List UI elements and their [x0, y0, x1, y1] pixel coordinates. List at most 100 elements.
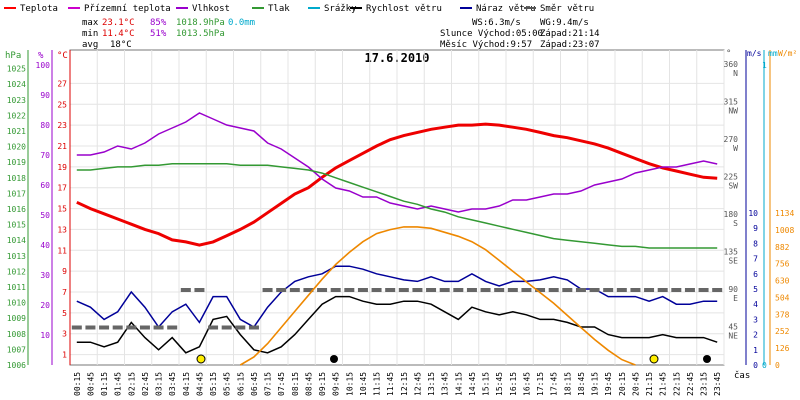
legend-label: Vlhkost [192, 4, 230, 14]
pct-tick: 70 [40, 151, 50, 160]
time-tick: 20:15 [618, 372, 627, 396]
time-tick: 03:15 [155, 372, 164, 396]
wind-direction-mark [167, 325, 178, 330]
wind-direction-mark [603, 288, 614, 292]
hpa-unit: hPa [5, 51, 21, 61]
ms-tick: 5 [753, 285, 758, 294]
time-tick: 19:15 [591, 372, 600, 396]
stat-max_label: max [82, 18, 99, 28]
ms-tick: 10 [748, 209, 758, 218]
wind-direction-mark [480, 288, 491, 292]
temp-tick: 5 [62, 309, 67, 318]
wind-direction-mark [330, 288, 341, 292]
dir-tick-deg: 225 [724, 173, 739, 182]
wind-direction-mark [630, 288, 641, 292]
dir-tick-deg: 360 [724, 60, 739, 69]
legend-label: Náraz větru [476, 4, 536, 14]
wind-direction-mark [139, 325, 150, 330]
time-tick: 18:15 [563, 372, 572, 396]
wind-direction-mark [248, 325, 259, 330]
time-tick: 15:45 [495, 372, 504, 396]
dir-tick-name: NE [728, 332, 738, 341]
ms-tick: 7 [753, 255, 758, 264]
hpa-tick: 1019 [7, 158, 26, 167]
series-line-3 [76, 295, 718, 354]
stat-sun_set: Západ:21:14 [540, 29, 600, 39]
time-tick: 17:45 [550, 372, 559, 396]
wm2-tick: 0 [775, 361, 780, 370]
dir-tick-name: E [733, 294, 738, 303]
wind-direction-mark [575, 288, 586, 292]
pct-tick: 90 [40, 91, 50, 100]
hpa-tick: 1012 [7, 267, 26, 276]
wind-direction-mark [589, 288, 600, 292]
stat-ws: WS:6.3m/s [472, 18, 521, 28]
pct-tick: 50 [40, 211, 50, 220]
wind-direction-mark [85, 325, 96, 330]
time-tick: 08:15 [291, 372, 300, 396]
time-tick: 02:45 [141, 372, 150, 396]
time-tick: 06:45 [250, 372, 259, 396]
time-tick: 16:45 [522, 372, 531, 396]
wm2-tick: 1008 [775, 226, 794, 235]
pct-tick: 30 [40, 271, 50, 280]
hpa-tick: 1015 [7, 221, 26, 230]
series-line-2 [76, 163, 718, 249]
wind-direction-mark [671, 288, 682, 292]
hpa-tick: 1024 [7, 80, 26, 89]
wm2-tick: 126 [775, 344, 790, 353]
hpa-tick: 1020 [7, 143, 26, 152]
wind-direction-mark [357, 288, 368, 292]
wind-direction-mark [548, 288, 559, 292]
ms-tick: 2 [753, 331, 758, 340]
legend-label: Přízemní teplota [84, 4, 171, 14]
time-tick: 04:45 [195, 372, 204, 396]
dir-tick-deg: 45 [728, 323, 738, 332]
temp-tick: 7 [62, 288, 67, 297]
temp-tick: 3 [62, 330, 67, 339]
time-tick: 20:45 [631, 372, 640, 396]
time-tick: 11:15 [373, 372, 382, 396]
pct-tick: 60 [40, 181, 50, 190]
ms-tick: 3 [753, 315, 758, 324]
wind-direction-mark [535, 288, 546, 292]
mm-unit: mm [768, 49, 778, 58]
series-line-1 [76, 112, 718, 213]
stat-max_hum: 85% [150, 18, 167, 28]
hpa-tick: 1008 [7, 330, 26, 339]
dir-tick-deg: 90 [728, 285, 738, 294]
pct-unit: % [38, 51, 44, 61]
pct-tick: 100 [36, 61, 51, 70]
wind-direction-mark [385, 288, 396, 292]
pct-tick: 40 [40, 241, 50, 250]
hpa-tick: 1009 [7, 314, 26, 323]
time-tick: 11:45 [386, 372, 395, 396]
time-tick: 16:15 [509, 372, 518, 396]
time-tick: 22:45 [686, 372, 695, 396]
dir-tick-deg: 135 [724, 248, 739, 257]
wind-direction-mark [371, 288, 382, 292]
time-tick: 01:15 [100, 372, 109, 396]
wm2-unit: W/m² [778, 49, 797, 58]
wind-direction-mark [494, 288, 505, 292]
wm2-tick: 630 [775, 277, 790, 286]
temp-unit: °C [57, 51, 68, 61]
hpa-tick: 1016 [7, 205, 26, 214]
time-tick: 09:15 [318, 372, 327, 396]
time-tick: 07:45 [277, 372, 286, 396]
wind-direction-mark [684, 288, 695, 292]
wind-direction-mark [507, 288, 518, 292]
moonrise-marker [330, 355, 338, 363]
legend-label: Směr větru [540, 4, 594, 14]
wind-direction-mark [453, 288, 464, 292]
time-tick: 00:15 [73, 372, 82, 396]
time-tick: 23:45 [713, 372, 722, 396]
stat-avg_temp: 18°C [110, 40, 132, 50]
pct-tick: 10 [40, 331, 50, 340]
time-tick: 21:15 [645, 372, 654, 396]
dir-tick-deg: 315 [724, 98, 739, 107]
temp-tick: 13 [57, 225, 67, 234]
wind-direction-mark [276, 288, 287, 292]
time-tick: 18:45 [577, 372, 586, 396]
stat-avg_label: avg [82, 40, 98, 50]
